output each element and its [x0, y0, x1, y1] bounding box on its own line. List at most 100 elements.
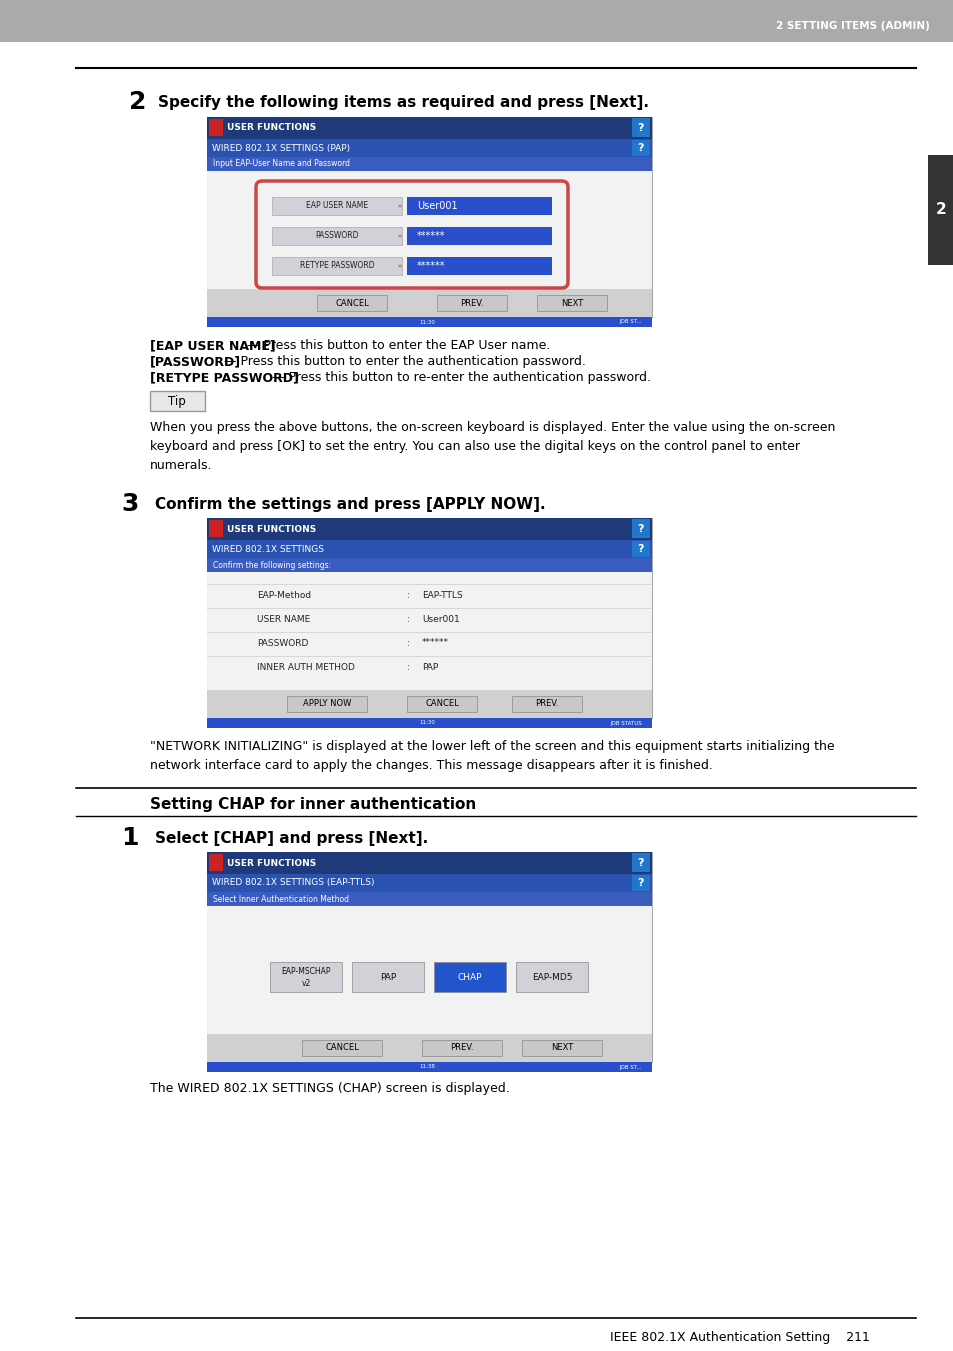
Bar	[209, 520, 223, 536]
Text: CANCEL: CANCEL	[325, 1043, 358, 1052]
Text: JOB ST...: JOB ST...	[618, 1065, 641, 1070]
Text: ******: ******	[416, 261, 445, 272]
Bar	[209, 854, 223, 871]
Text: 3: 3	[121, 492, 138, 516]
Text: Select [CHAP] and press [Next].: Select [CHAP] and press [Next].	[154, 831, 428, 846]
Bar	[207, 289, 651, 317]
Bar	[207, 172, 651, 289]
Text: PREV.: PREV.	[450, 1043, 474, 1052]
Bar	[631, 852, 649, 871]
Text: PREV.: PREV.	[459, 299, 483, 308]
Text: USER FUNCTIONS: USER FUNCTIONS	[227, 524, 315, 534]
Text: JOB ST...: JOB ST...	[618, 319, 641, 324]
Bar	[207, 139, 651, 157]
Text: :: :	[407, 639, 410, 647]
Bar	[207, 118, 651, 139]
Text: When you press the above buttons, the on-screen keyboard is displayed. Enter the: When you press the above buttons, the on…	[150, 422, 835, 471]
Text: — Press this button to re-enter the authentication password.: — Press this button to re-enter the auth…	[268, 372, 650, 384]
Text: :: :	[407, 662, 410, 671]
Bar	[207, 571, 651, 690]
Bar	[631, 540, 649, 557]
Text: EAP-TTLS: EAP-TTLS	[421, 590, 462, 600]
Text: 11:30: 11:30	[418, 319, 435, 324]
Text: USER FUNCTIONS: USER FUNCTIONS	[227, 858, 315, 867]
Bar	[270, 962, 341, 992]
Text: CANCEL: CANCEL	[335, 299, 369, 308]
Text: »: »	[397, 203, 402, 209]
Text: ******: ******	[421, 639, 449, 647]
Bar	[272, 257, 401, 276]
Text: Setting CHAP for inner authentication: Setting CHAP for inner authentication	[150, 797, 476, 812]
Text: ?: ?	[638, 123, 643, 132]
Bar	[537, 295, 606, 311]
Text: — Press this button to enter the EAP User name.: — Press this button to enter the EAP Use…	[243, 339, 550, 353]
Bar	[207, 852, 651, 1062]
Bar	[207, 558, 651, 571]
Bar	[434, 962, 505, 992]
Text: »: »	[397, 232, 402, 239]
Bar	[207, 517, 651, 540]
Text: RETYPE PASSWORD: RETYPE PASSWORD	[299, 262, 374, 270]
Bar	[207, 874, 651, 892]
Text: 11:30: 11:30	[418, 720, 435, 725]
Text: "NETWORK INITIALIZING" is displayed at the lower left of the screen and this equ: "NETWORK INITIALIZING" is displayed at t…	[150, 740, 834, 771]
Bar	[207, 717, 651, 728]
Text: PREV.: PREV.	[535, 700, 558, 708]
Text: Tip: Tip	[168, 394, 186, 408]
Text: ?: ?	[638, 143, 643, 153]
Bar	[421, 1040, 501, 1056]
Text: 1: 1	[121, 825, 138, 850]
Text: 2: 2	[935, 203, 945, 218]
Text: 2 SETTING ITEMS (ADMIN): 2 SETTING ITEMS (ADMIN)	[776, 22, 929, 31]
Text: User001: User001	[421, 615, 459, 624]
Bar	[407, 257, 552, 276]
Text: v2: v2	[301, 978, 311, 988]
Bar	[207, 317, 651, 327]
Bar	[521, 1040, 601, 1056]
Bar	[150, 390, 205, 411]
Text: The WIRED 802.1X SETTINGS (CHAP) screen is displayed.: The WIRED 802.1X SETTINGS (CHAP) screen …	[150, 1082, 509, 1096]
Text: User001: User001	[416, 201, 457, 211]
Text: IEEE 802.1X Authentication Setting    211: IEEE 802.1X Authentication Setting 211	[610, 1332, 869, 1344]
Bar	[207, 540, 651, 558]
Bar	[207, 157, 651, 172]
Bar	[302, 1040, 381, 1056]
Text: WIRED 802.1X SETTINGS: WIRED 802.1X SETTINGS	[212, 544, 324, 554]
Text: EAP-MSCHAP: EAP-MSCHAP	[281, 967, 331, 977]
Text: ?: ?	[638, 878, 643, 888]
Text: ?: ?	[638, 858, 643, 867]
Bar	[631, 141, 649, 155]
Text: PASSWORD: PASSWORD	[256, 639, 308, 647]
Text: NEXT: NEXT	[560, 299, 582, 308]
Text: Confirm the following settings:: Confirm the following settings:	[213, 561, 331, 570]
Bar	[207, 118, 651, 317]
Text: 2: 2	[130, 91, 147, 113]
Text: CHAP: CHAP	[457, 973, 482, 981]
Text: USER NAME: USER NAME	[256, 615, 310, 624]
Bar	[209, 119, 223, 136]
Text: PAP: PAP	[421, 662, 437, 671]
Bar	[272, 227, 401, 245]
Text: JOB STATUS: JOB STATUS	[610, 720, 641, 725]
Text: WIRED 802.1X SETTINGS (EAP-TTLS): WIRED 802.1X SETTINGS (EAP-TTLS)	[212, 878, 375, 888]
Bar	[207, 517, 651, 717]
Bar	[352, 962, 423, 992]
Bar	[631, 875, 649, 892]
Bar	[407, 227, 552, 245]
Bar	[436, 295, 506, 311]
Bar	[207, 907, 651, 1034]
Bar	[207, 892, 651, 907]
Bar	[207, 852, 651, 874]
Bar	[512, 696, 581, 712]
Text: Input EAP-User Name and Password: Input EAP-User Name and Password	[213, 159, 350, 169]
Text: [RETYPE PASSWORD]: [RETYPE PASSWORD]	[150, 372, 298, 384]
Text: WIRED 802.1X SETTINGS (PAP): WIRED 802.1X SETTINGS (PAP)	[212, 143, 350, 153]
Text: 11:38: 11:38	[418, 1065, 435, 1070]
Bar	[272, 197, 401, 215]
Bar	[516, 962, 587, 992]
Text: PAP: PAP	[379, 973, 395, 981]
Text: APPLY NOW: APPLY NOW	[302, 700, 351, 708]
Bar	[207, 690, 651, 717]
Text: PASSWORD: PASSWORD	[314, 231, 358, 240]
Bar	[0, 0, 953, 42]
